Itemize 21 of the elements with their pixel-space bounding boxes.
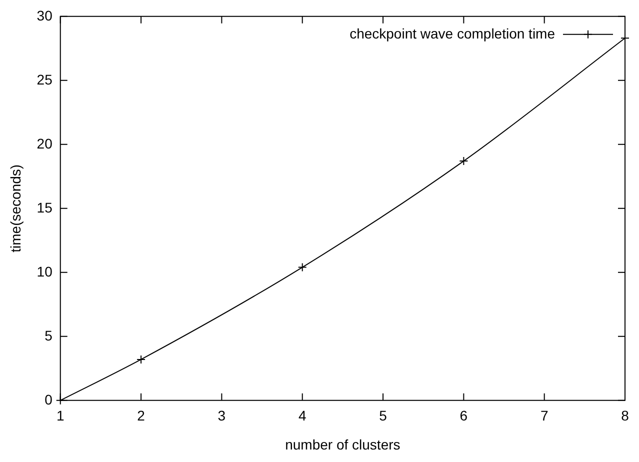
y-tick-label: 10 (36, 263, 53, 280)
y-axis-title: time(seconds) (7, 164, 24, 252)
x-tick-label: 3 (218, 408, 226, 424)
x-tick-label: 6 (460, 408, 468, 424)
y-tick-label: 5 (44, 327, 53, 344)
x-tick-label: 8 (621, 408, 630, 424)
x-tick-label: 1 (56, 408, 64, 424)
point (298, 262, 307, 272)
x-tick-label: 7 (540, 408, 548, 424)
y-tick-label: 30 (36, 7, 53, 24)
point (459, 156, 468, 166)
y-tick-label: 15 (36, 199, 53, 216)
y-tick-label: 0 (44, 391, 53, 408)
y-tick-label: 20 (36, 135, 53, 152)
y-tick-label: 25 (36, 71, 53, 88)
point (136, 354, 146, 364)
x-tick-label: 2 (137, 408, 146, 424)
legend-label: checkpoint wave completion time (350, 25, 556, 42)
x-tick-label: 4 (298, 408, 306, 424)
x-tick-label: 5 (379, 408, 388, 424)
x-axis-title: number of clusters (285, 436, 400, 452)
